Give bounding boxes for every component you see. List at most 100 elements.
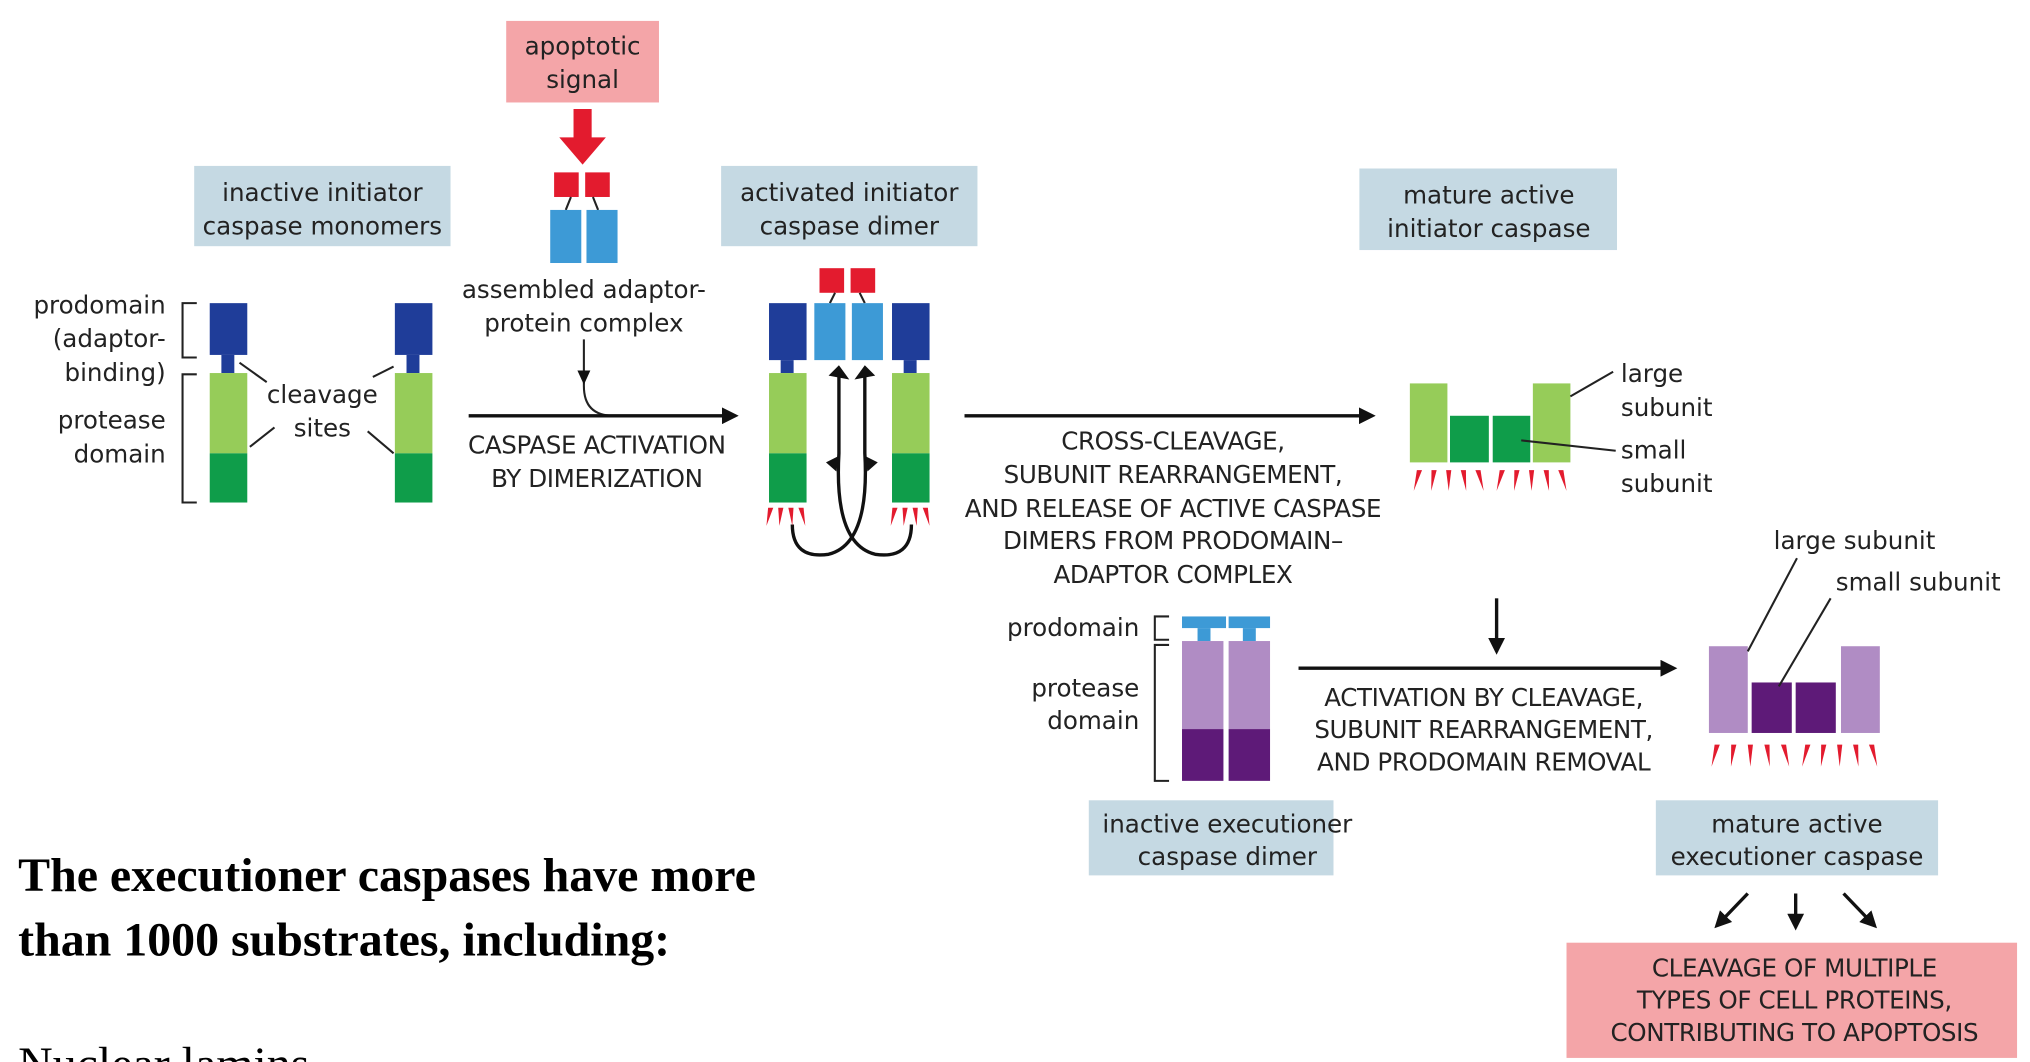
active-site-spike xyxy=(1460,470,1467,491)
label-activated-initiator: activated initiator caspase dimer xyxy=(721,165,978,247)
small-subunit-label: subunit xyxy=(1621,469,1713,498)
protease-label: domain xyxy=(74,439,166,468)
adaptor-label: protein complex xyxy=(484,309,683,338)
arrowheads xyxy=(825,365,878,472)
adaptor-protein-complex xyxy=(550,172,618,264)
active-site-spike xyxy=(1837,744,1843,767)
substrate-list-item: Nuclear lamins xyxy=(18,1038,309,1062)
active-site-spike xyxy=(1496,470,1505,491)
step-text: CROSS-CLEAVAGE, xyxy=(1061,426,1284,455)
active-site-spike xyxy=(1868,744,1878,767)
active-site-spikes xyxy=(766,507,806,526)
outcome-arrow xyxy=(1842,892,1877,929)
active-site-spikes xyxy=(1413,470,1484,491)
inactive-executioner-dimer xyxy=(1182,616,1271,781)
small-subunit-label: small subunit xyxy=(1836,568,2001,597)
slide-heading: than 1000 substrates, including: xyxy=(18,914,670,967)
protease-label: domain xyxy=(1047,706,1139,735)
active-site-spikes xyxy=(1496,470,1567,491)
box-text: CLEAVAGE OF MULTIPLE xyxy=(1652,953,1937,982)
prodomain-label: binding) xyxy=(64,358,165,387)
box-text: TYPES OF CELL PROTEINS, xyxy=(1636,986,1952,1015)
active-site-spike xyxy=(1431,470,1437,491)
protease-label: protease xyxy=(58,406,166,435)
step-text: CASPASE ACTIVATION xyxy=(468,430,726,459)
box-text: caspase dimer xyxy=(1138,842,1318,871)
box-text: mature active xyxy=(1711,810,1882,839)
signal-text: signal xyxy=(546,65,619,94)
protease-label: protease xyxy=(1031,674,1139,703)
large-subunit-label: large subunit xyxy=(1774,526,1936,555)
leader-lines xyxy=(1746,557,1832,687)
box-text: mature active xyxy=(1403,180,1574,209)
prodomain-label: prodomain xyxy=(33,291,165,320)
active-site-spikes xyxy=(1802,744,1878,767)
leader-lines xyxy=(238,361,395,455)
mature-executioner-caspase xyxy=(1708,646,1880,733)
slide-heading: The executioner caspases have more xyxy=(18,849,756,902)
box-text: inactive initiator xyxy=(222,178,423,207)
small-subunit-label: small xyxy=(1621,436,1686,465)
active-site-spike xyxy=(1747,744,1753,767)
large-subunit-label: subunit xyxy=(1621,393,1713,422)
active-site-spike xyxy=(1413,470,1423,491)
active-site-spike xyxy=(778,507,784,526)
active-site-spike xyxy=(1543,470,1550,491)
cleavage-sites-label: cleavage xyxy=(267,380,378,409)
active-site-spikes xyxy=(1711,744,1790,767)
step-text: SUBUNIT REARRANGEMENT, xyxy=(1314,715,1653,744)
active-site-spike xyxy=(1730,744,1737,767)
active-site-spike xyxy=(922,507,930,526)
initiator-monomer xyxy=(394,303,433,503)
box-text: activated initiator xyxy=(740,178,959,207)
active-site-spike xyxy=(1475,470,1484,491)
apoptotic-signal-box: apoptotic signal xyxy=(506,20,659,103)
outcome-box: CLEAVAGE OF MULTIPLE TYPES OF CELL PROTE… xyxy=(1566,942,2018,1058)
step-text: AND PRODOMAIN REMOVAL xyxy=(1317,748,1651,777)
box-text: caspase monomers xyxy=(203,212,442,241)
initiator-monomer xyxy=(209,303,248,503)
bracket xyxy=(1153,615,1170,782)
red-signal-arrow xyxy=(559,108,606,165)
label-mature-initiator: mature active initiator caspase xyxy=(1359,168,1618,251)
active-site-spike xyxy=(788,507,794,526)
active-site-spike xyxy=(1853,744,1859,767)
large-subunit-label: large xyxy=(1621,359,1683,388)
signal-text: apoptotic xyxy=(525,32,641,61)
adaptor-join-arrow xyxy=(582,339,614,417)
label-mature-executioner: mature active executioner caspase xyxy=(1655,800,1939,876)
active-site-spike xyxy=(912,507,918,526)
prodomain-label: prodomain xyxy=(1007,613,1139,642)
mature-initiator-caspase xyxy=(1409,383,1571,463)
step-text: SUBUNIT REARRANGEMENT, xyxy=(1004,460,1343,489)
active-site-spike xyxy=(766,507,774,526)
prodomain-label: (adaptor- xyxy=(53,324,166,353)
activated-initiator-dimer xyxy=(769,268,930,503)
active-site-spike xyxy=(1446,470,1452,491)
step-text: ACTIVATION BY CLEAVAGE, xyxy=(1324,683,1643,712)
active-site-spike xyxy=(1764,744,1770,767)
box-text: initiator caspase xyxy=(1387,214,1590,243)
cross-cleavage-arrow xyxy=(836,375,914,557)
active-site-spikes xyxy=(890,507,930,526)
active-site-spike xyxy=(798,507,806,526)
box-text: inactive executioner xyxy=(1102,810,1353,839)
bracket xyxy=(181,302,197,504)
label-inactive-executioner: inactive executioner caspase dimer xyxy=(1088,800,1353,876)
active-site-spike xyxy=(1802,744,1811,767)
active-site-spike xyxy=(1711,744,1720,767)
step-text: AND RELEASE OF ACTIVE CASPASE xyxy=(965,494,1381,523)
cross-cleavage-arrow xyxy=(790,375,868,557)
active-site-spike xyxy=(1558,470,1567,491)
box-text: CONTRIBUTING TO APOPTOSIS xyxy=(1611,1018,1979,1047)
active-site-spike xyxy=(890,507,898,526)
active-site-spike xyxy=(1820,744,1827,767)
active-site-spike xyxy=(1514,470,1520,491)
cleavage-sites-label: sites xyxy=(294,413,351,442)
active-site-spike xyxy=(902,507,908,526)
box-text: caspase dimer xyxy=(760,212,940,241)
leader-lines xyxy=(1521,370,1616,452)
outcome-arrow xyxy=(1714,892,1749,929)
step-text: ADAPTOR COMPLEX xyxy=(1053,560,1293,589)
